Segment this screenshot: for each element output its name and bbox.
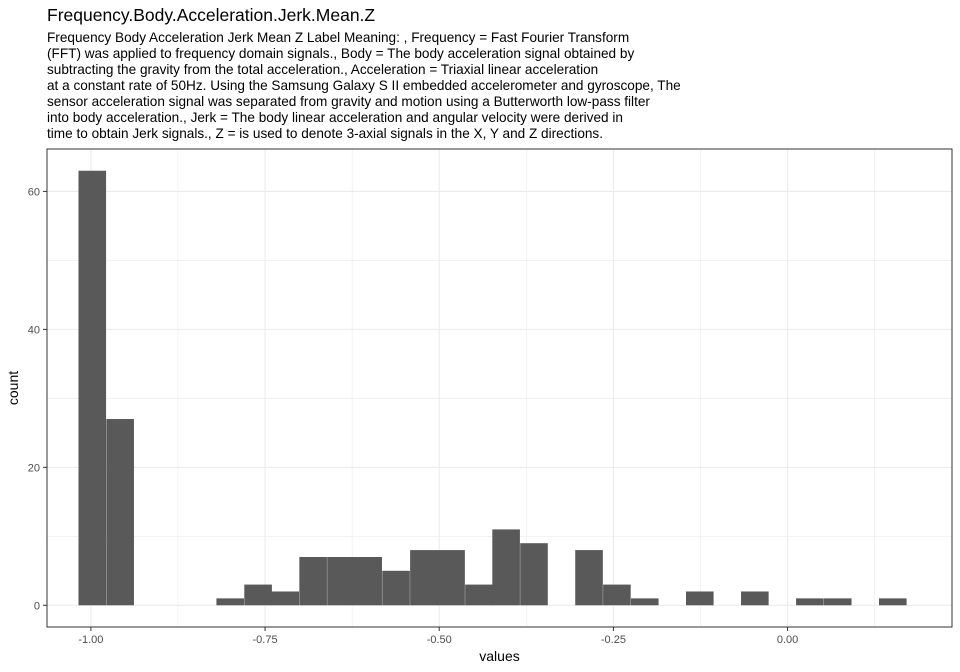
histogram-bar [410, 550, 438, 606]
chart-title: Frequency.Body.Acceleration.Jerk.Mean.Z [47, 5, 376, 25]
histogram-bar [630, 598, 659, 606]
histogram-bar [271, 591, 300, 606]
histogram-bar [520, 543, 548, 606]
plot-panel-border [46, 148, 953, 628]
chart-subtitle: Frequency Body Acceleration Jerk Mean Z … [47, 30, 681, 141]
minor-grid [47, 149, 952, 627]
histogram-bar [492, 529, 520, 606]
histogram-bar [796, 598, 824, 606]
x-tick-label: -0.75 [253, 634, 278, 646]
histogram-bar [465, 584, 493, 606]
histogram-bar [78, 170, 107, 606]
histogram-bar [106, 419, 134, 606]
x-tick-label: -0.25 [601, 634, 626, 646]
y-tick-label: 40 [28, 324, 40, 336]
y-tick-label: 0 [34, 600, 40, 612]
x-tick-label: 0.00 [777, 634, 798, 646]
histogram-bar [299, 556, 327, 606]
histogram-bar [823, 598, 852, 606]
x-axis: -1.00 -0.75 -0.50 -0.25 0.00 [78, 627, 798, 646]
histogram-bar [354, 556, 382, 606]
y-tick-label: 60 [28, 186, 40, 198]
histogram-bar [244, 584, 272, 606]
histogram-bar [741, 591, 769, 606]
histogram-bar [382, 570, 410, 606]
y-axis-title: count [5, 371, 21, 405]
y-tick-label: 20 [28, 462, 40, 474]
histogram-bar [878, 598, 907, 606]
x-axis-title: values [479, 648, 519, 664]
x-tick-label: -0.50 [427, 634, 452, 646]
histogram-bar [327, 556, 355, 606]
histogram-bar [603, 584, 631, 606]
histogram-bar [686, 591, 714, 606]
histogram-bars [78, 170, 907, 606]
histogram-bar [437, 550, 465, 606]
x-tick-label: -1.00 [78, 634, 103, 646]
y-axis: 0 20 40 60 [28, 186, 47, 612]
histogram-bar [575, 550, 603, 606]
histogram-bar [216, 598, 245, 606]
